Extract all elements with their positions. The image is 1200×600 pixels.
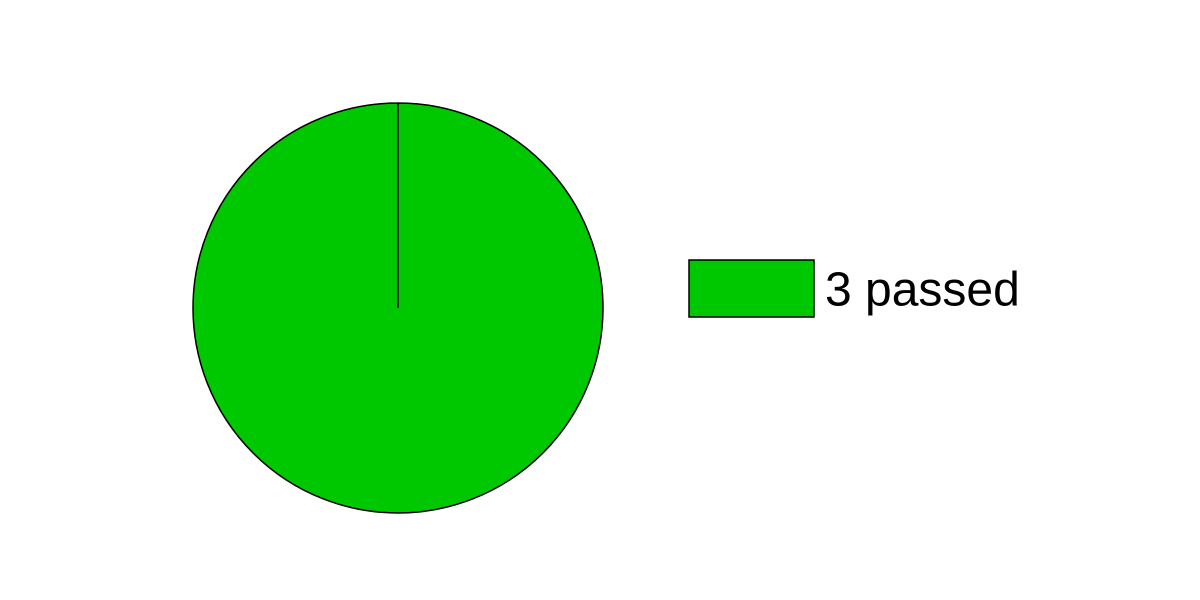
pie-slice: [192, 102, 604, 514]
legend-label: 3 passed: [825, 264, 1020, 317]
legend-swatch: [688, 259, 815, 318]
